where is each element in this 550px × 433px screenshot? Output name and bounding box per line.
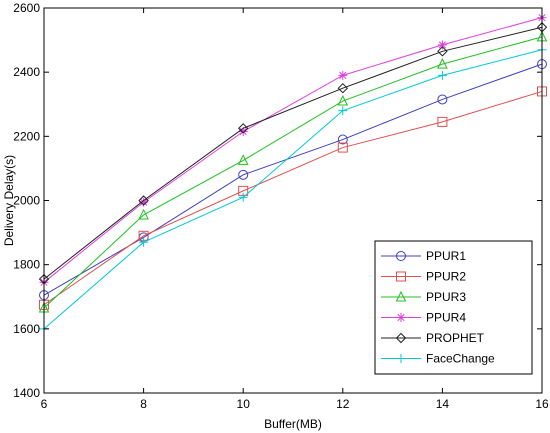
x-tick-label: 10: [237, 397, 251, 411]
series-prophet: [38, 22, 548, 285]
legend-item-ppur4: PPUR4: [381, 311, 466, 325]
legend-item-prophet: PROPHET: [381, 331, 485, 345]
data-point-ppur4: [338, 70, 348, 80]
x-tick-label: 6: [41, 397, 48, 411]
y-tick-label: 1400: [13, 386, 40, 400]
data-point-facechange: [437, 70, 447, 80]
data-point-facechange: [338, 106, 348, 116]
legend-label-facechange: FaceChange: [426, 352, 495, 366]
data-point-ppur3: [237, 154, 249, 165]
legend-label-ppur4: PPUR4: [426, 311, 466, 325]
x-tick-label: 16: [535, 397, 549, 411]
y-tick-label: 2400: [13, 65, 40, 79]
series-layer: [38, 13, 548, 334]
series-ppur3: [38, 30, 548, 313]
y-tick-label: 2000: [13, 194, 40, 208]
data-point-prophet: [138, 195, 149, 206]
y-tick-label: 1600: [13, 322, 40, 336]
y-axis-label: Delivery Delay(s): [2, 155, 16, 246]
data-point-ppur1: [437, 94, 448, 105]
data-point-prophet: [337, 83, 349, 94]
y-tick-label: 1800: [13, 258, 40, 272]
series-line-ppur3: [43, 36, 543, 309]
data-point-facechange: [238, 192, 248, 202]
legend-marker-facechange: [396, 354, 406, 363]
y-tick-label: 2200: [13, 129, 40, 143]
series-line-prophet: [43, 26, 543, 280]
data-point-prophet: [237, 123, 249, 134]
legend-marker-ppur3: [395, 290, 407, 302]
legend-item-ppur3: PPUR3: [381, 290, 466, 304]
data-point-ppur4: [238, 127, 248, 137]
legend-box: [374, 240, 533, 375]
data-point-ppur4: [139, 197, 149, 207]
legend-marker-prophet: [395, 332, 407, 344]
data-point-ppur4: [437, 40, 447, 50]
x-tick-label: 14: [436, 397, 450, 411]
legend-label-ppur1: PPUR1: [426, 249, 466, 263]
data-point-ppur2: [337, 142, 348, 153]
data-point-ppur1: [337, 134, 348, 145]
legend-label-ppur3: PPUR3: [426, 290, 466, 304]
x-axis-label: Buffer(MB): [264, 417, 322, 431]
x-tick-label: 12: [336, 397, 350, 411]
legend-label-prophet: PROPHET: [426, 331, 485, 345]
legend-item-ppur1: PPUR1: [381, 249, 466, 263]
legend: PPUR1 PPUR2 PPUR3 PPUR4 PROPHET FaceChange: [374, 240, 533, 375]
legend-label-ppur2: PPUR2: [426, 270, 466, 284]
data-point-ppur3: [138, 208, 149, 220]
ticks-layer: 6 8 10 12 14 16 1400 1600 1800 2000 2200 2400 2600: [13, 1, 549, 411]
data-point-ppur3: [437, 58, 448, 69]
data-point-ppur1: [238, 169, 249, 180]
data-point-ppur3: [337, 94, 349, 106]
legend-item-facechange: FaceChange: [381, 352, 495, 366]
series-line-ppur2: [43, 90, 543, 306]
y-tick-label: 2600: [13, 1, 40, 15]
legend-marker-ppur1: [396, 251, 406, 261]
data-point-ppur2: [437, 116, 448, 127]
legend-marker-ppur4: [396, 313, 406, 322]
legend-marker-ppur2: [396, 271, 406, 282]
data-point-prophet: [437, 46, 448, 57]
legend-item-ppur2: PPUR2: [381, 270, 466, 284]
series-line-facechange: [43, 49, 543, 330]
x-tick-label: 8: [140, 397, 147, 411]
data-point-facechange: [139, 237, 149, 247]
series-line-ppur4: [43, 17, 543, 283]
